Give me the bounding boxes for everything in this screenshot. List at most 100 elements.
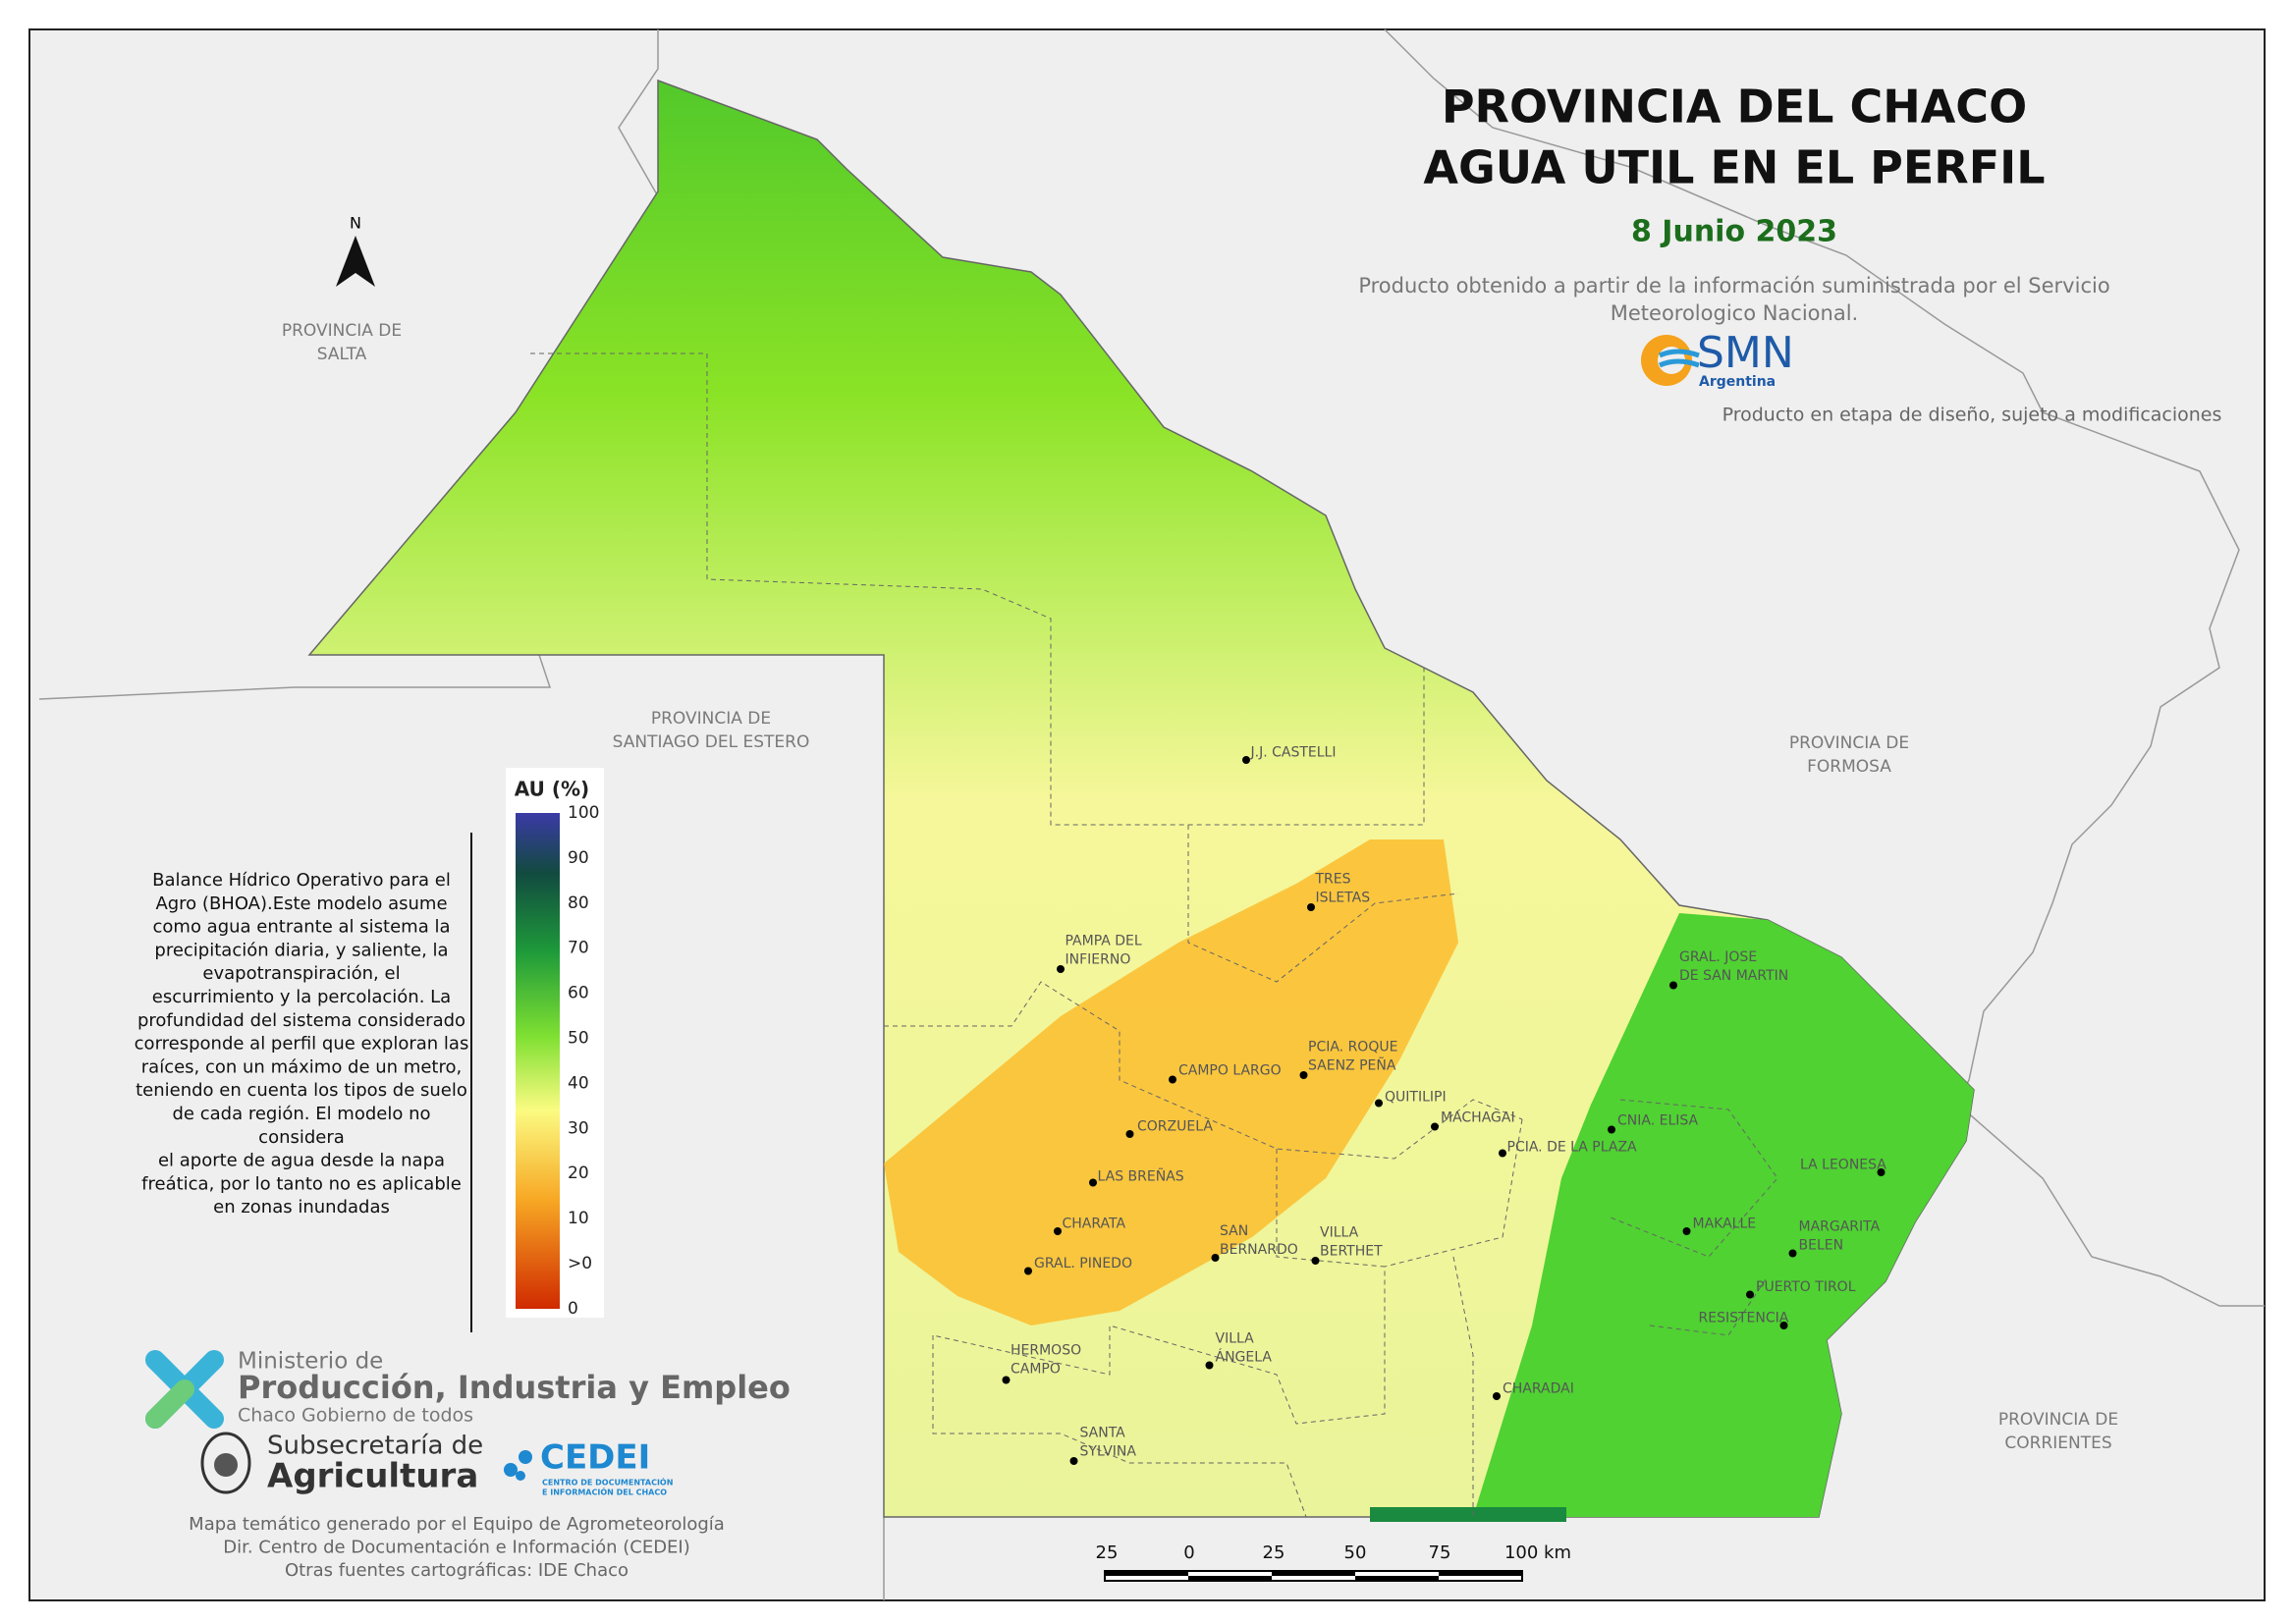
cedei-sub: E INFORMACIÓN DEL CHACO	[542, 1487, 667, 1497]
city-dot	[1608, 1125, 1615, 1134]
cedei-logo: CEDEI CENTRO DE DOCUMENTACIÓN E INFORMAC…	[504, 1438, 673, 1497]
region-label: SANTIAGO DEL ESTERO	[613, 732, 810, 752]
wet-patch	[1370, 1507, 1566, 1522]
cedei-name: CEDEI	[540, 1438, 650, 1478]
region-label: PROVINCIA DE	[282, 321, 402, 341]
region-label: PROVINCIA DE	[1789, 733, 1909, 753]
city-label: PCIA. ROQUE	[1308, 1040, 1397, 1055]
scale-label: 100 km	[1504, 1542, 1571, 1563]
city-label: MARGARITA	[1799, 1219, 1881, 1235]
legend-tick: 20	[568, 1163, 589, 1183]
footer-line: Dir. Centro de Documentación e Informaci…	[223, 1538, 690, 1558]
scale-label: 25	[1263, 1542, 1285, 1563]
city-dot	[1057, 965, 1065, 973]
smn-logo: SMN Argentina	[1641, 328, 1794, 390]
city-label: HERMOSO	[1011, 1343, 1081, 1359]
description-line: escurrimiento y la percolación. La	[152, 987, 451, 1007]
city-dot	[1499, 1149, 1506, 1158]
city-dot	[1024, 1267, 1032, 1275]
city-label: GRAL. JOSE	[1679, 949, 1757, 965]
city-label: GRAL. PINEDO	[1034, 1256, 1132, 1271]
scale-label: 25	[1096, 1542, 1119, 1563]
legend-tick: 60	[568, 984, 589, 1003]
region-label: PROVINCIA DE	[1998, 1410, 2118, 1430]
description-line: considera	[258, 1127, 345, 1148]
legend-tick: 100	[568, 803, 599, 823]
city-dot	[1746, 1290, 1754, 1299]
legend-tick: 40	[568, 1073, 589, 1093]
city-label: CHARATA	[1063, 1217, 1126, 1232]
city-dot	[1779, 1322, 1788, 1329]
legend-tick: 50	[568, 1029, 589, 1049]
city-dot	[1788, 1249, 1797, 1258]
description-line: profundidad del sistema considerado	[137, 1010, 465, 1031]
city-dot	[1375, 1099, 1383, 1108]
legend-tick: 0	[568, 1299, 578, 1319]
city-label: INFIERNO	[1066, 952, 1131, 968]
region-label: PROVINCIA DE	[651, 709, 771, 729]
subsecretaria-logo: Subsecretaría de Agricultura	[200, 1432, 483, 1496]
ministry-line: Producción, Industria y Empleo	[238, 1369, 791, 1406]
city-dot	[1069, 1457, 1078, 1465]
city-label: BELEN	[1799, 1238, 1844, 1254]
description-line: evapotranspiración, el	[202, 963, 400, 984]
legend-tick: 30	[568, 1118, 589, 1138]
description-line: raíces, con un máximo de un metro,	[141, 1056, 462, 1077]
city-label: LAS BREÑAS	[1098, 1168, 1184, 1185]
description-line: corresponde al perfil que exploran las	[135, 1034, 469, 1055]
city-label: CAMPO LARGO	[1178, 1063, 1282, 1079]
city-dot	[1205, 1361, 1214, 1370]
city-dot	[1211, 1254, 1220, 1262]
ministry-line: Ministerio de	[238, 1349, 383, 1375]
disclaimer: Producto en etapa de diseño, sujeto a mo…	[1722, 405, 2222, 426]
footer-line: Mapa temático generado por el Equipo de …	[189, 1514, 725, 1535]
city-label: BERNARDO	[1220, 1242, 1298, 1258]
north-arrow: N	[336, 214, 375, 287]
city-dot	[1125, 1130, 1134, 1138]
scale-label: 0	[1183, 1542, 1194, 1563]
scale-label: 50	[1344, 1542, 1367, 1563]
city-label: CAMPO	[1011, 1362, 1061, 1378]
city-label: CNIA. ELISA	[1617, 1113, 1699, 1129]
city-label: VILLA	[1216, 1331, 1255, 1347]
legend-title: AU (%)	[515, 778, 589, 801]
north-label: N	[350, 214, 361, 233]
source-note: Meteorologico Nacional.	[1611, 301, 1858, 325]
city-label: SYLVINA	[1080, 1444, 1137, 1460]
city-label: DE SAN MARTIN	[1679, 968, 1788, 984]
region-label: SALTA	[317, 345, 367, 364]
city-label: SANTA	[1080, 1426, 1126, 1441]
description-line: el aporte de agua desde la napa	[158, 1151, 445, 1171]
description-line: teniendo en cuenta los tipos de suelo	[136, 1080, 467, 1101]
smn-name: SMN	[1697, 328, 1794, 378]
city-label: MAKALLE	[1693, 1217, 1757, 1232]
title: AGUA UTIL EN EL PERFIL	[1423, 141, 2045, 194]
city-dot	[1169, 1075, 1176, 1084]
city-dot	[1054, 1227, 1062, 1235]
city-label: J.J. CASTELLI	[1250, 745, 1337, 761]
city-label: BERTHET	[1320, 1244, 1383, 1260]
city-dot	[1311, 1257, 1320, 1265]
smn-country: Argentina	[1699, 374, 1776, 390]
description-line: precipitación diaria, y saliente, la	[154, 940, 448, 960]
legend-tick: 90	[568, 848, 589, 868]
description-line: Agro (BHOA).Este modelo asume	[155, 893, 447, 914]
footer-line: Otras fuentes cartográficas: IDE Chaco	[285, 1560, 629, 1581]
legend-tick: 80	[568, 893, 589, 913]
city-label: PUERTO TIROL	[1756, 1279, 1856, 1295]
city-label: ÁNGELA	[1216, 1349, 1273, 1366]
city-label: PCIA. DE LA PLAZA	[1507, 1140, 1638, 1156]
ministry-logo: Ministerio de Producción, Industria y Em…	[145, 1349, 791, 1429]
region-label: FORMOSA	[1807, 757, 1891, 777]
city-label: PAMPA DEL	[1066, 934, 1142, 949]
region-label: CORRIENTES	[2004, 1434, 2111, 1453]
description-line: de cada región. El modelo no	[173, 1104, 431, 1124]
city-dot	[1002, 1376, 1011, 1384]
scale-label: 75	[1429, 1542, 1451, 1563]
description-line: como agua entrante al sistema la	[153, 917, 451, 938]
description-line: freática, por lo tanto no es aplicable	[141, 1173, 462, 1194]
city-label: TRES	[1315, 872, 1351, 888]
date: 8 Junio 2023	[1631, 215, 1837, 249]
city-label: LA LEONESA	[1800, 1158, 1886, 1173]
city-dot	[1089, 1178, 1097, 1187]
